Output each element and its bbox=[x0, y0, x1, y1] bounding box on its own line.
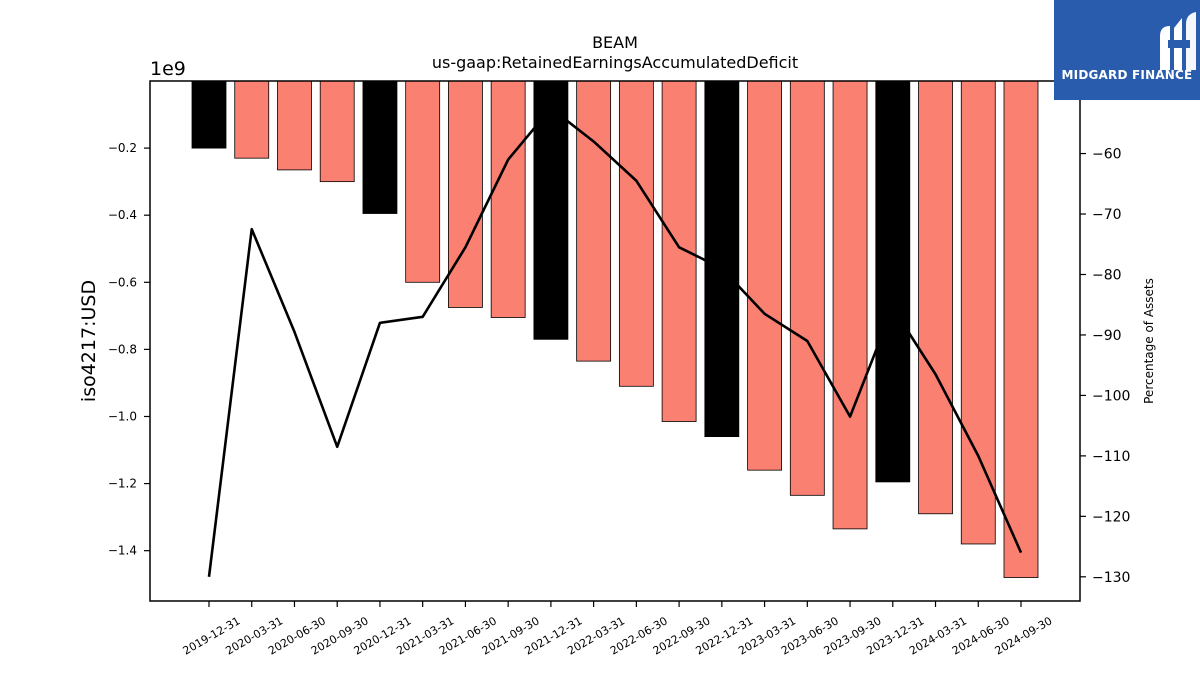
bar-2021-12-31 bbox=[533, 80, 569, 340]
bars-layer bbox=[191, 80, 1039, 578]
y-tick-label: −0.4 bbox=[108, 208, 137, 222]
plot-frame bbox=[149, 80, 1081, 602]
bar-2021-06-30 bbox=[448, 80, 483, 308]
bar-2024-06-30 bbox=[960, 80, 996, 545]
y2-tick-label: −90 bbox=[1092, 328, 1122, 344]
percent-of-assets-line bbox=[207, 106, 1023, 577]
bar-2021-03-31 bbox=[405, 80, 441, 283]
y-tick-label: −1.2 bbox=[108, 477, 137, 491]
y-tick-label: −0.6 bbox=[108, 275, 137, 289]
y2-tick-label: −120 bbox=[1092, 509, 1130, 525]
bar-2022-09-30 bbox=[661, 80, 697, 422]
bar-2019-12-31 bbox=[191, 80, 227, 149]
brand-mark-icon bbox=[1160, 12, 1196, 70]
y2-tick-label: −130 bbox=[1092, 570, 1130, 586]
bar-2024-03-31 bbox=[918, 80, 953, 515]
bar-2020-12-31 bbox=[362, 80, 398, 214]
chart-title: BEAM bbox=[592, 33, 638, 52]
left-ticks-layer: −0.2 −0.4 −0.6 −0.8 −1.0 −1.2 −1.4 bbox=[108, 141, 150, 558]
y2-tick-label: −110 bbox=[1092, 449, 1130, 465]
line-layer bbox=[207, 106, 1023, 577]
bar-2022-06-30 bbox=[618, 80, 654, 387]
right-ticks-layer: −60 −70 −80 −90 −100 −110 −120 −130 bbox=[1080, 147, 1130, 586]
y-axis-label: iso4217:USD bbox=[78, 280, 100, 402]
axes-layer bbox=[149, 80, 1081, 602]
bar-2020-06-30 bbox=[277, 80, 312, 171]
y-axis-multiplier: 1e9 bbox=[150, 58, 186, 80]
brand-name: MIDGARD FINANCE bbox=[1061, 68, 1193, 82]
bar-2023-03-31 bbox=[747, 80, 782, 471]
bar-2022-12-31 bbox=[704, 80, 740, 438]
y2-axis-label: Percentage of Assets bbox=[1142, 278, 1156, 404]
chart-subtitle: us-gaap:RetainedEarningsAccumulatedDefic… bbox=[432, 53, 798, 72]
bar-2020-09-30 bbox=[319, 80, 355, 183]
y2-tick-label: −60 bbox=[1092, 147, 1122, 163]
bar-2023-12-31 bbox=[875, 80, 911, 483]
bar-2022-03-31 bbox=[576, 80, 612, 362]
y-tick-label: −0.2 bbox=[108, 141, 137, 155]
x-ticks-layer: 2019-12-312020-03-312020-06-302020-09-30… bbox=[181, 601, 1055, 658]
y-tick-label: −1.4 bbox=[108, 544, 137, 558]
bar-2024-09-30 bbox=[1003, 80, 1039, 578]
bar-2021-09-30 bbox=[490, 80, 526, 318]
y2-tick-label: −100 bbox=[1092, 388, 1130, 404]
y2-tick-label: −80 bbox=[1092, 267, 1122, 283]
brand-logo: MIDGARD FINANCE bbox=[1054, 0, 1200, 100]
y2-tick-label: −70 bbox=[1092, 207, 1122, 223]
bar-2023-06-30 bbox=[789, 80, 825, 496]
y-tick-label: −1.0 bbox=[108, 409, 137, 423]
bar-2023-09-30 bbox=[832, 80, 868, 530]
y-tick-label: −0.8 bbox=[108, 342, 137, 356]
bar-2020-03-31 bbox=[234, 80, 270, 159]
